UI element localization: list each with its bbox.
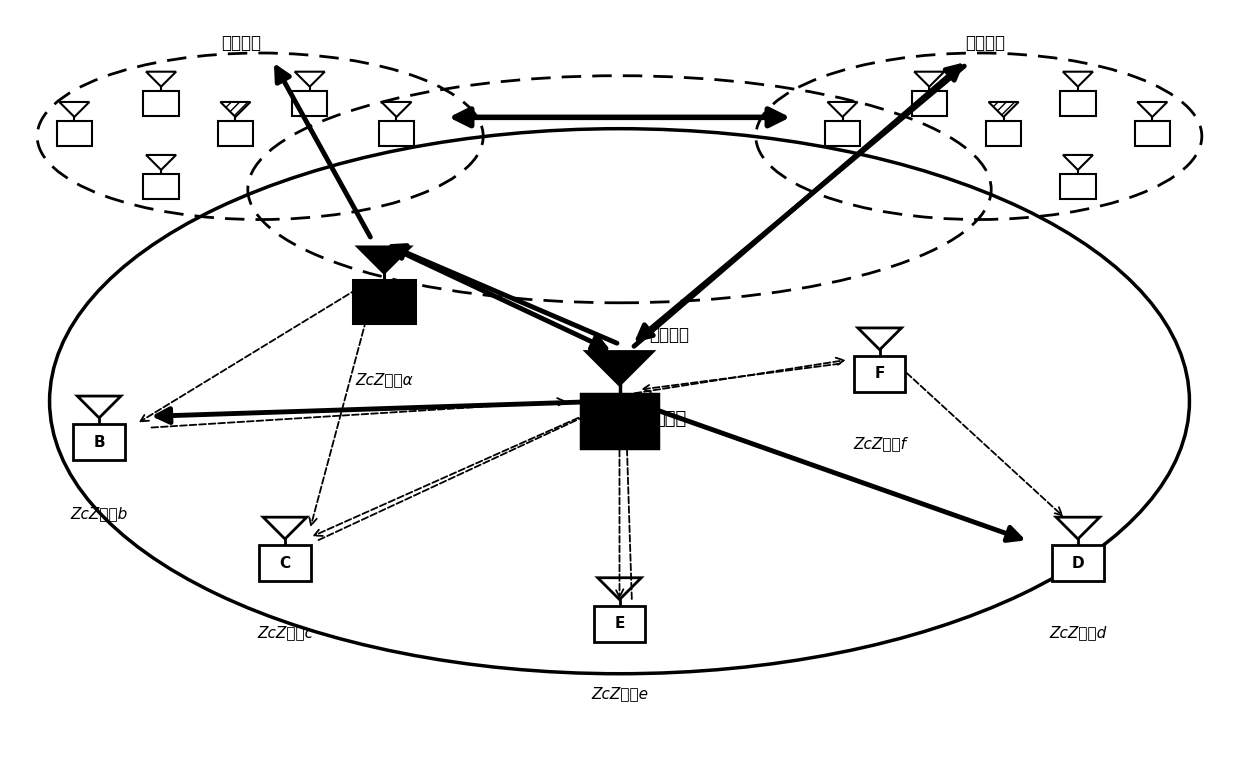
Text: ZcZ序列e: ZcZ序列e	[591, 686, 648, 701]
Polygon shape	[358, 247, 410, 273]
Text: C: C	[280, 556, 290, 571]
Text: F: F	[875, 366, 885, 382]
Bar	[1061, 174, 1095, 199]
Text: 同步控制: 同步控制	[649, 326, 689, 344]
Text: D: D	[1072, 556, 1084, 571]
Bar	[854, 356, 906, 392]
Bar	[825, 121, 860, 146]
Text: 同步控制: 同步控制	[222, 34, 261, 52]
Bar	[986, 121, 1021, 146]
Text: E: E	[615, 616, 624, 631]
Bar	[379, 121, 414, 146]
Bar	[593, 606, 646, 642]
Bar	[218, 121, 253, 146]
Bar	[144, 91, 178, 116]
Text: ZcZ序列b: ZcZ序列b	[71, 506, 128, 521]
Bar	[581, 394, 658, 448]
Text: 基地局: 基地局	[654, 410, 686, 428]
Bar	[353, 280, 415, 323]
Bar	[73, 424, 125, 460]
Text: ZcZ序列c: ZcZ序列c	[256, 625, 313, 640]
Text: ZcZ序列d: ZcZ序列d	[1049, 625, 1106, 640]
Text: ZcZ序列f: ZcZ序列f	[854, 436, 906, 451]
Bar	[144, 174, 178, 199]
Bar	[1061, 91, 1095, 116]
Text: ZcZ序列α: ZcZ序列α	[356, 372, 413, 388]
Text: B: B	[93, 435, 105, 450]
Text: 同步控制: 同步控制	[965, 34, 1005, 52]
Bar	[1135, 121, 1170, 146]
Bar	[57, 121, 92, 146]
Polygon shape	[989, 102, 1018, 117]
Bar	[912, 91, 947, 116]
Bar	[259, 545, 311, 581]
Bar	[1052, 545, 1104, 581]
Polygon shape	[221, 102, 250, 117]
Bar	[292, 91, 327, 116]
Polygon shape	[587, 352, 652, 385]
